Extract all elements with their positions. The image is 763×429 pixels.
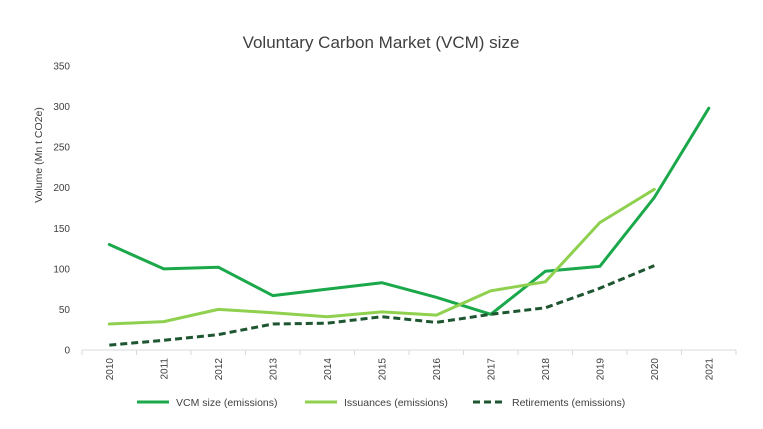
series-line-3 (109, 264, 655, 347)
series-line-2 (107, 187, 656, 326)
series-1-point (217, 266, 220, 269)
y-tick-label: 200 (53, 183, 70, 194)
x-tick-label: 2020 (650, 358, 661, 381)
series-2-point (489, 289, 492, 292)
series-3-point (435, 321, 438, 324)
series-3-point (271, 323, 274, 326)
series-line-1 (107, 106, 711, 316)
y-tick-label: 300 (53, 102, 70, 113)
x-tick-label: 2017 (486, 358, 497, 381)
series-3-point (544, 306, 547, 309)
series-2-point (108, 323, 111, 326)
legend-label-3: Retirements (emissions) (512, 397, 625, 409)
series-2-point (217, 308, 220, 311)
series-3-point (326, 322, 329, 325)
y-axis-ticks: 0 50 100 150 200 250 300 350 (53, 62, 70, 357)
series-1-point (162, 267, 165, 270)
legend-label-2: Issuances (emissions) (344, 397, 448, 409)
series-2-point (435, 314, 438, 317)
series-1-point (380, 281, 383, 284)
y-tick-label: 150 (53, 224, 70, 235)
series-1-point (326, 288, 329, 291)
legend-label-1: VCM size (emissions) (176, 397, 278, 409)
y-tick-label: 350 (53, 62, 70, 73)
y-tick-label: 100 (53, 264, 70, 275)
series-1-point (653, 196, 656, 199)
x-axis-ticks: 2010 2011 2012 2013 2014 2015 2016 2017 2018 2019… (81, 350, 737, 381)
series-2-point (162, 320, 165, 323)
x-tick-label: 2014 (323, 358, 334, 381)
series-3-point (380, 315, 383, 318)
chart-title: Voluntary Carbon Market (VCM) size (243, 33, 520, 52)
x-tick-label: 2015 (377, 358, 388, 381)
series-2-point (380, 310, 383, 313)
series-2-point (598, 221, 601, 224)
x-tick-label: 2016 (432, 358, 443, 381)
series-2-point (653, 188, 656, 191)
x-tick-label: 2010 (105, 358, 116, 381)
x-tick-label: 2012 (214, 358, 225, 381)
series-1-point (544, 270, 547, 273)
series-1-point (108, 243, 111, 246)
legend: VCM size (emissions) Issuances (emissions… (137, 397, 625, 409)
series-1-point (707, 107, 710, 110)
series-1-point (435, 296, 438, 299)
series-layer (107, 106, 711, 347)
series-1-point (271, 294, 274, 297)
series-3-point (108, 344, 111, 347)
series-3-point (217, 333, 220, 336)
series-2-point (326, 315, 329, 318)
x-tick-label: 2021 (704, 358, 715, 381)
x-tick-label: 2011 (159, 358, 170, 380)
series-1-point (598, 265, 601, 268)
y-tick-label: 250 (53, 143, 70, 154)
y-axis-label: Volume (Mn t CO2e) (33, 107, 45, 203)
x-tick-label: 2018 (541, 358, 552, 381)
series-3-point (162, 339, 165, 342)
series-2-point (271, 311, 274, 314)
x-tick-label: 2019 (595, 358, 606, 381)
y-tick-label: 50 (59, 305, 71, 316)
x-tick-label: 2013 (268, 358, 279, 381)
y-tick-label: 0 (64, 346, 70, 357)
series-3-point (489, 313, 492, 316)
series-3-point (653, 264, 656, 267)
series-2-point (544, 280, 547, 283)
series-3-point (598, 287, 601, 290)
